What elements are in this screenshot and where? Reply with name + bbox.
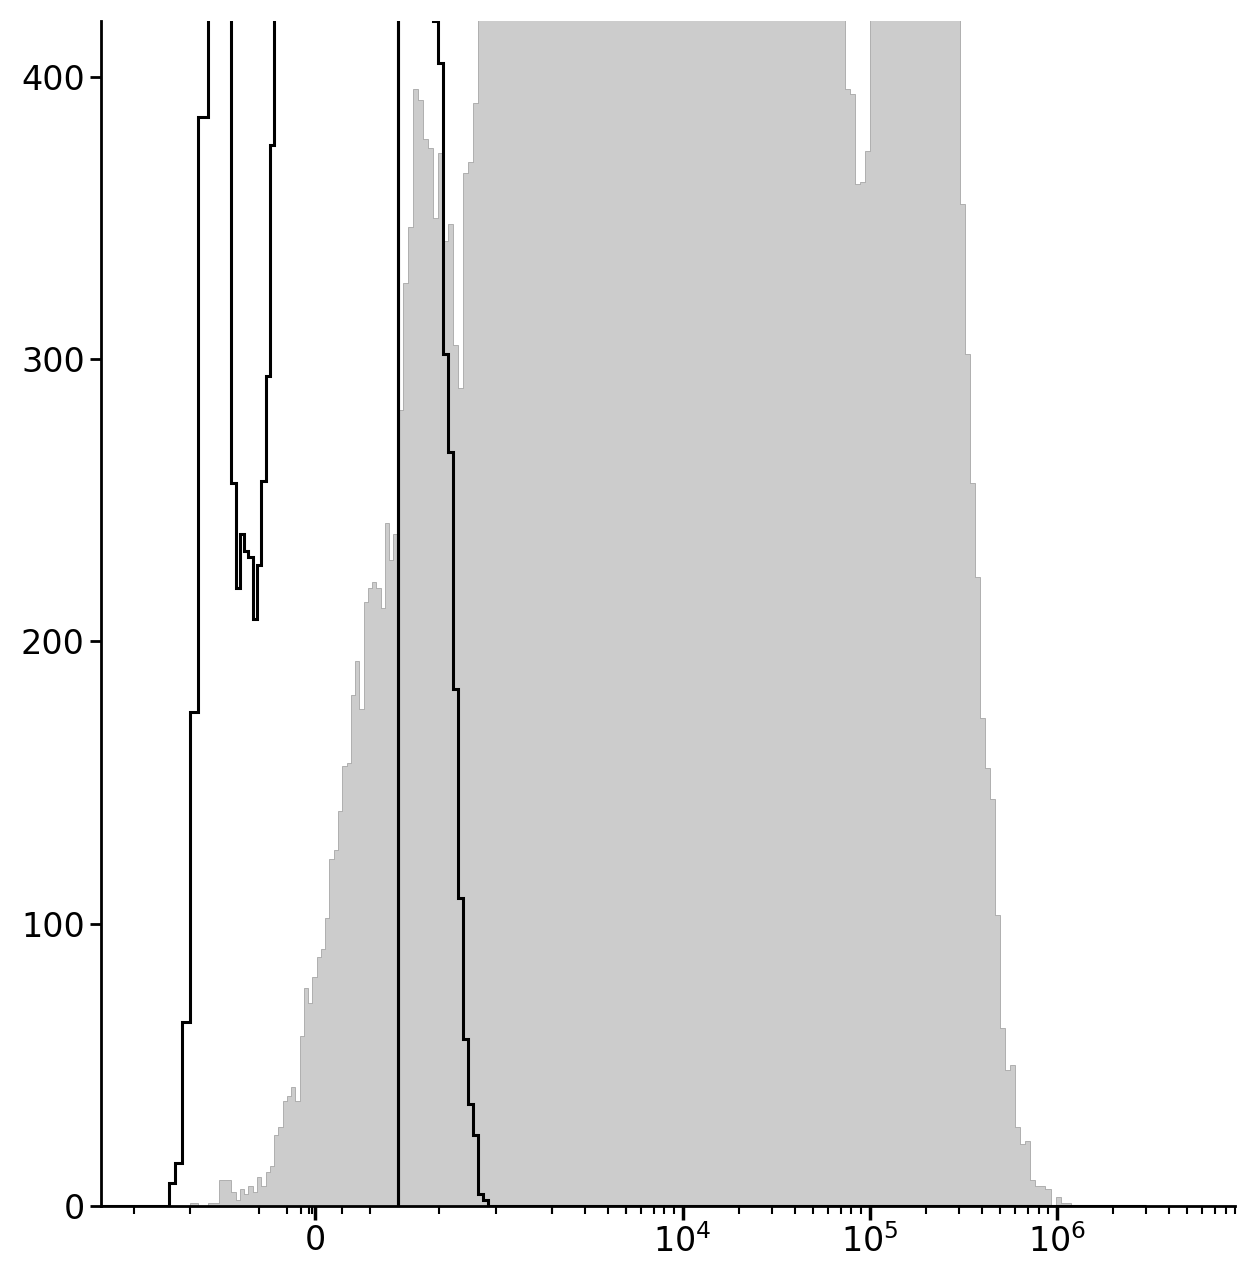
Polygon shape	[100, 0, 1145, 1206]
